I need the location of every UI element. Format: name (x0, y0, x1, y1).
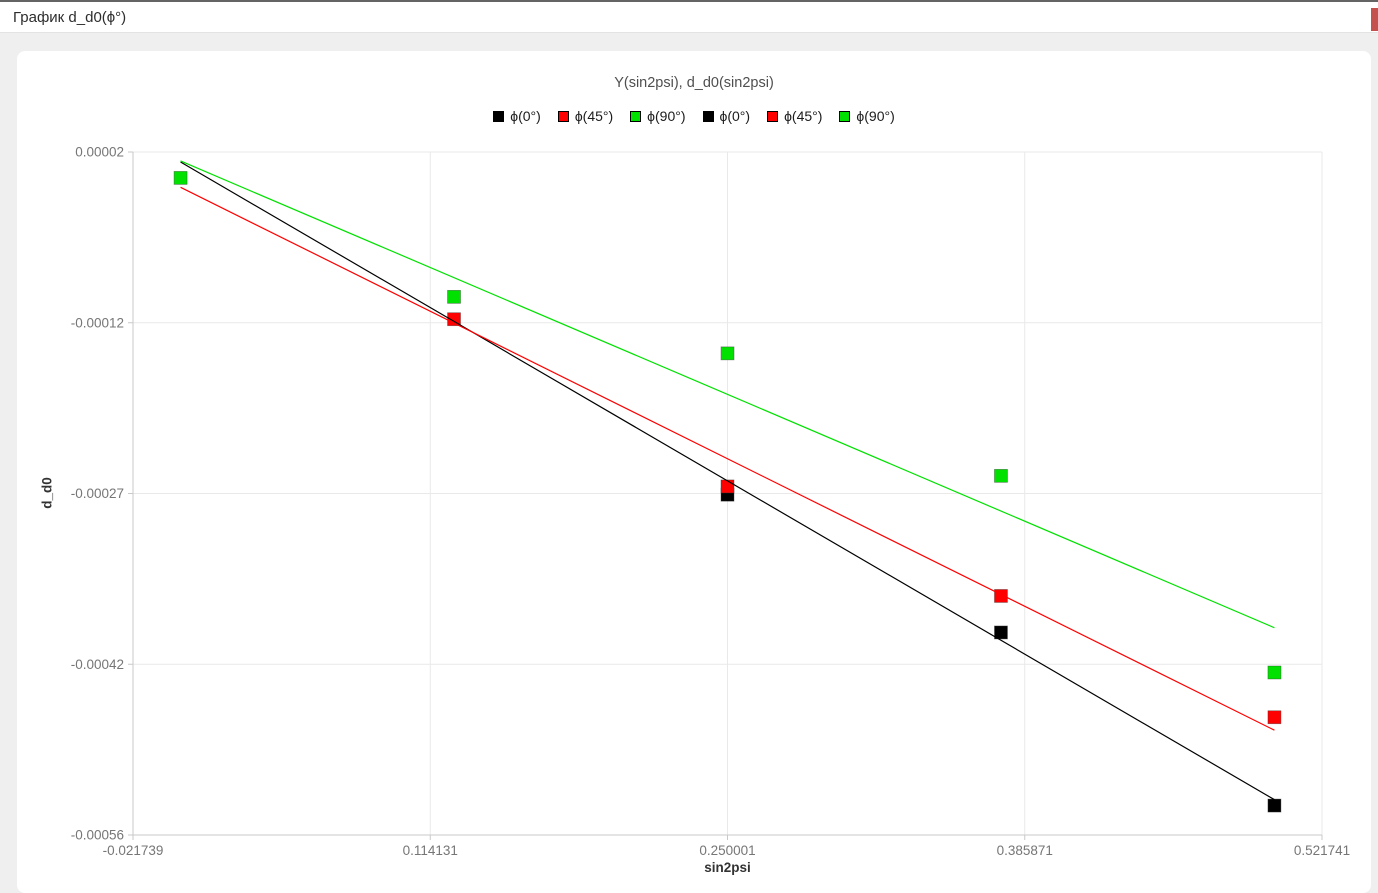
chart-title: Y(sin2psi), d_d0(sin2psi) (614, 75, 774, 91)
legend-label: ϕ(45°) (784, 108, 823, 124)
legend-swatch-icon (702, 110, 714, 122)
chart-card: Y(sin2psi), d_d0(sin2psi) ϕ(0°) ϕ(45°) ϕ(9… (17, 51, 1371, 893)
data-point (1267, 798, 1282, 813)
titlebar: График d_d0(ϕ°) (0, 2, 1378, 33)
x-tick-label: 0.114131 (403, 843, 458, 858)
chart-legend: ϕ(0°) ϕ(45°) ϕ(90°) ϕ(0°) ϕ(45°) ϕ(90°) (17, 108, 1371, 124)
legend-label: ϕ(0°) (719, 108, 751, 124)
fit-line (180, 186, 1275, 731)
legend-item[interactable]: ϕ(0°) (493, 108, 541, 124)
data-point (720, 479, 735, 494)
data-point (1267, 710, 1282, 725)
window-top-border (0, 0, 1378, 2)
legend-swatch-icon (767, 110, 779, 122)
data-point (994, 625, 1008, 640)
plot-area[interactable]: 0.00002 -0.00012 -0.00027 -0.00042 -0.00056-… (17, 51, 1371, 893)
legend-item[interactable]: ϕ(45°) (557, 108, 614, 124)
data-point (173, 171, 188, 185)
scrollbar-marker[interactable] (1371, 8, 1378, 31)
y-tick-label: -0.00056 (71, 828, 124, 843)
fit-line (180, 161, 1275, 801)
data-point (1267, 665, 1282, 680)
data-point (447, 289, 461, 304)
window-title: График d_d0(ϕ°) (13, 8, 127, 26)
legend-swatch-icon (630, 110, 642, 122)
x-tick-label: 0.521741 (1294, 843, 1350, 858)
legend-item[interactable]: ϕ(0°) (702, 108, 751, 124)
y-axis-label: d_d0 (39, 477, 55, 509)
legend-swatch-icon (557, 110, 569, 122)
legend-item[interactable]: ϕ(90°) (839, 108, 895, 124)
x-tick-label: 0.250001 (699, 843, 755, 858)
y-tick-label: -0.00012 (71, 315, 124, 330)
data-point (994, 589, 1008, 603)
legend-label: ϕ(0°) (510, 108, 541, 124)
x-axis-label: sin2psi (704, 860, 751, 875)
legend-item[interactable]: ϕ(45°) (767, 108, 822, 124)
y-tick-label: -0.00027 (71, 486, 124, 501)
fit-line (180, 160, 1275, 629)
y-tick-label: 0.00002 (75, 145, 124, 160)
data-point (720, 346, 735, 361)
y-tick-label: -0.00042 (71, 657, 124, 672)
legend-swatch-icon (493, 110, 505, 122)
legend-label: ϕ(45°) (574, 108, 614, 124)
x-tick-label: 0.385871 (997, 843, 1053, 858)
legend-swatch-icon (839, 110, 851, 122)
legend-item[interactable]: ϕ(90°) (630, 108, 686, 124)
legend-label: ϕ(90°) (856, 108, 895, 124)
x-tick-label: -0.021739 (103, 843, 164, 858)
legend-label: ϕ(90°) (647, 108, 686, 124)
data-point (994, 468, 1008, 483)
